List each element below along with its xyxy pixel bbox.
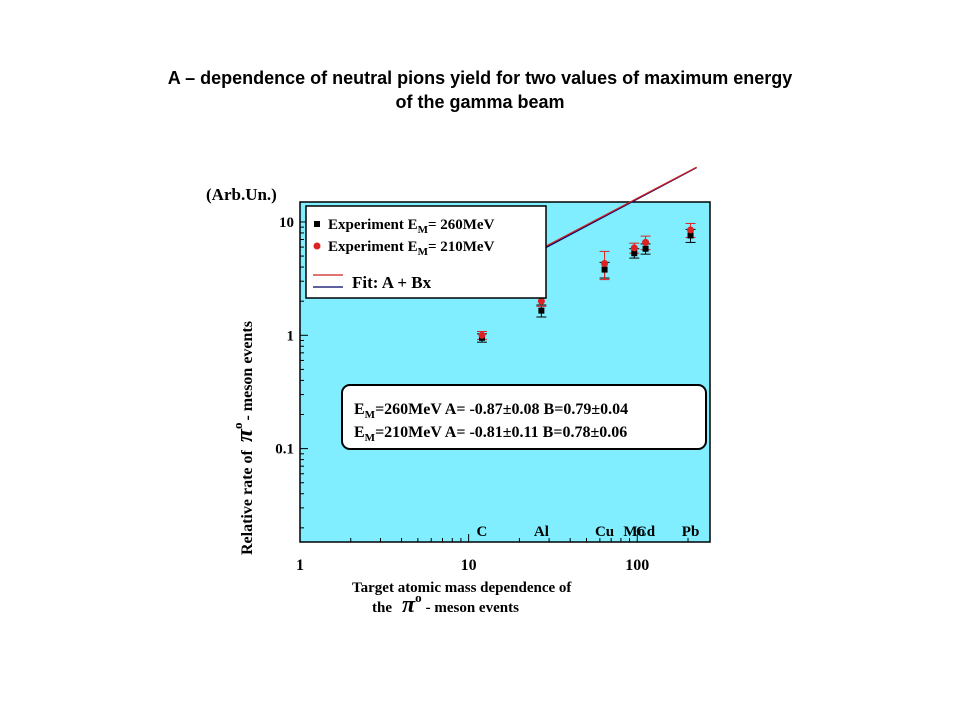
x-tick-label: 100 bbox=[625, 557, 649, 574]
y-tick-label: 1 bbox=[287, 328, 295, 344]
element-label: Mo bbox=[623, 524, 645, 540]
element-label: Cu bbox=[595, 524, 614, 540]
data-point-210 bbox=[687, 226, 695, 234]
data-point-210 bbox=[601, 259, 609, 267]
y-tick-label: 10 bbox=[279, 215, 294, 231]
legend-entry-260: Experiment EM= 260MeV bbox=[328, 217, 495, 236]
slide-title: A – dependence of neutral pions yield fo… bbox=[60, 66, 900, 114]
data-point-210 bbox=[537, 297, 545, 305]
legend-marker-260 bbox=[314, 221, 320, 227]
legend-box bbox=[305, 205, 547, 299]
y-axis-unit: (Arb.Un.) bbox=[206, 185, 277, 204]
data-point-260 bbox=[538, 307, 545, 314]
slide-title-line-1: A – dependence of neutral pions yield fo… bbox=[167, 68, 793, 88]
fit-result-line-210: EM=210MeV A= -0.81±0.11 B=0.78±0.06 bbox=[354, 424, 627, 444]
data-point-210 bbox=[478, 331, 486, 339]
element-label: Cd bbox=[636, 524, 656, 540]
data-point-260 bbox=[631, 250, 638, 257]
x-axis-label-line-2: the πo- meson events bbox=[372, 590, 519, 618]
element-label: Pb bbox=[682, 524, 700, 540]
data-point-260 bbox=[642, 245, 649, 252]
legend-entry-210: Experiment EM= 210MeV bbox=[328, 239, 495, 258]
data-point-260 bbox=[601, 266, 608, 273]
data-point-260 bbox=[687, 232, 694, 239]
y-tick-label: 0.1 bbox=[275, 442, 294, 458]
x-tick-label: 1 bbox=[296, 557, 304, 574]
element-label: C bbox=[477, 524, 488, 540]
legend-fit-label: Fit: A + Bx bbox=[352, 273, 432, 292]
element-label: Al bbox=[534, 524, 549, 540]
x-tick-label: 10 bbox=[461, 557, 477, 574]
y-axis-label: Relative rate ofπo- meson events bbox=[230, 321, 258, 555]
data-point-210 bbox=[642, 238, 650, 246]
fit-result-line-260: EM=260MeV A= -0.87±0.08 B=0.79±0.04 bbox=[354, 401, 628, 421]
slide-title-line-2: of the gamma beam bbox=[395, 92, 565, 112]
legend-marker-210 bbox=[313, 242, 321, 250]
fit-results-box bbox=[341, 384, 707, 450]
data-point-210 bbox=[630, 244, 638, 252]
x-axis-label-line-1: Target atomic mass dependence of bbox=[352, 580, 572, 596]
